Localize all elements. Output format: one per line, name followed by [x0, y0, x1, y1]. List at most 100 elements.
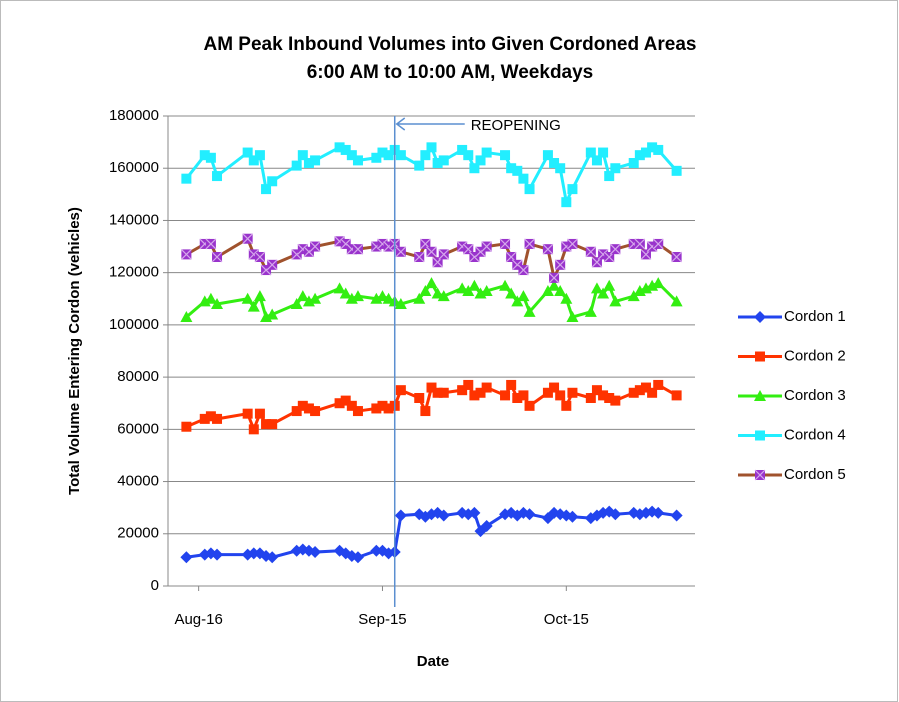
data-point	[518, 390, 529, 401]
marker-shape	[414, 160, 425, 171]
data-point	[291, 406, 302, 417]
data-point	[639, 506, 652, 519]
data-point	[438, 248, 450, 260]
marker-shape	[652, 277, 665, 289]
data-point	[394, 298, 407, 309]
marker-shape	[371, 403, 382, 414]
marker-shape	[437, 509, 450, 522]
data-point	[480, 519, 493, 532]
data-point	[266, 551, 279, 564]
marker-cross	[254, 251, 266, 263]
marker-cross	[205, 238, 217, 250]
marker-shape	[590, 282, 603, 294]
data-point	[290, 298, 303, 309]
marker-shape	[247, 300, 260, 312]
data-point	[481, 241, 493, 252]
data-point	[267, 176, 278, 187]
chart-title: AM Peak Inbound Volumes into Given Cordo…	[203, 34, 696, 55]
marker-shape	[609, 295, 622, 307]
data-point	[652, 277, 665, 289]
data-point	[567, 387, 578, 398]
data-point	[340, 395, 351, 406]
data-point	[653, 379, 664, 390]
data-point	[634, 238, 646, 250]
data-point	[340, 144, 351, 155]
data-point	[303, 403, 314, 414]
y-tick-label: 120000	[109, 264, 159, 281]
marker-cross	[352, 243, 364, 255]
data-point	[610, 163, 621, 174]
data-point	[199, 150, 210, 161]
marker-shape	[291, 406, 302, 417]
marker-shape	[480, 284, 493, 296]
data-point	[609, 243, 621, 255]
data-point	[653, 144, 664, 155]
marker-cross	[671, 251, 683, 263]
marker-shape	[303, 403, 314, 414]
data-point	[456, 282, 469, 294]
marker-shape	[561, 197, 572, 208]
data-point	[413, 292, 426, 304]
marker-shape	[524, 184, 535, 195]
y-tick-label: 40000	[117, 473, 159, 490]
data-point	[457, 385, 468, 396]
data-point	[671, 251, 683, 263]
data-point	[500, 150, 511, 161]
marker-shape	[346, 150, 357, 161]
data-point	[499, 238, 511, 250]
marker-cross	[395, 246, 407, 258]
marker-shape	[431, 287, 444, 299]
data-point	[346, 150, 357, 161]
data-point	[414, 160, 425, 171]
y-axis-title: Total Volume Entering Cordon (vehicles)	[66, 207, 83, 495]
marker-shape	[500, 390, 511, 401]
data-point	[609, 508, 622, 521]
marker-shape	[370, 544, 383, 557]
data-point	[555, 390, 566, 401]
marker-shape	[591, 155, 602, 166]
marker-shape	[383, 403, 394, 414]
data-point	[549, 158, 560, 168]
marker-shape	[199, 413, 210, 424]
data-point	[591, 385, 602, 396]
marker-shape	[754, 390, 766, 401]
marker-shape	[334, 398, 345, 409]
data-point	[598, 147, 609, 158]
data-point	[480, 284, 493, 296]
data-point	[561, 197, 572, 208]
marker-shape	[333, 282, 346, 294]
data-point	[310, 155, 321, 166]
marker-shape	[376, 290, 389, 302]
data-point	[242, 233, 254, 245]
data-point	[506, 163, 517, 174]
data-point	[199, 413, 210, 424]
data-point	[457, 144, 468, 155]
data-point	[640, 147, 651, 158]
marker-shape	[549, 382, 560, 393]
data-point	[420, 406, 431, 417]
marker-shape	[610, 163, 621, 174]
marker-shape	[180, 311, 193, 323]
data-point	[585, 147, 596, 158]
marker-shape	[291, 160, 302, 171]
legend-label: Cordon 1	[784, 308, 846, 325]
marker-shape	[212, 171, 223, 182]
data-point	[549, 382, 560, 393]
marker-shape	[567, 184, 578, 195]
data-point	[652, 506, 665, 519]
data-point	[468, 279, 481, 291]
data-point	[261, 184, 272, 195]
marker-shape	[212, 413, 223, 424]
marker-shape	[395, 385, 406, 396]
marker-shape	[181, 421, 192, 432]
marker-shape	[205, 152, 216, 163]
data-point	[266, 308, 279, 320]
data-point	[671, 390, 682, 401]
data-point	[291, 160, 302, 171]
marker-shape	[671, 390, 682, 401]
marker-shape	[604, 171, 615, 182]
data-point	[303, 158, 314, 168]
marker-shape	[468, 279, 481, 291]
y-tick-label: 60000	[117, 420, 159, 437]
data-point	[542, 243, 554, 255]
